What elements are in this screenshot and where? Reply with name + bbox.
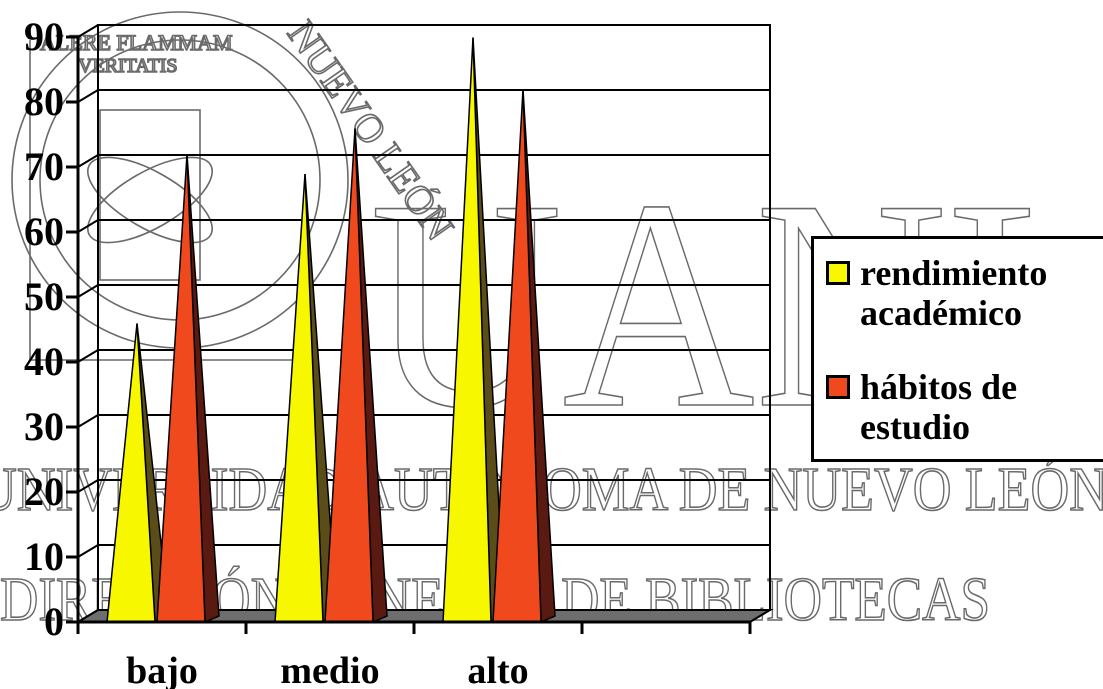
y-tick-label: 30 <box>24 404 64 449</box>
y-tick-label: 50 <box>24 274 64 319</box>
y-tick-label: 10 <box>24 534 64 579</box>
side-gridline <box>77 544 99 558</box>
side-gridline <box>77 89 99 103</box>
legend-item: rendimiento académico <box>826 253 1100 333</box>
y-tick-label: 90 <box>24 14 64 59</box>
y-tick-label: 70 <box>24 144 64 189</box>
legend: rendimiento académico hábitos de estudio <box>811 236 1103 462</box>
side-gridline <box>77 24 99 38</box>
side-gridline <box>77 479 99 493</box>
y-tick-label: 20 <box>24 469 64 514</box>
side-gridline <box>77 154 99 168</box>
y-axis: 0 10 20 30 40 50 60 70 80 90 <box>24 14 80 644</box>
side-gridline <box>77 414 99 428</box>
legend-label: rendimiento académico <box>860 253 1048 333</box>
data-marks <box>106 37 556 624</box>
x-axis: bajo medio alto <box>76 620 752 689</box>
side-gridline <box>77 219 99 233</box>
y-tick-label: 0 <box>44 599 64 644</box>
legend-label: hábitos de estudio <box>860 367 1018 447</box>
legend-swatch <box>826 375 850 399</box>
legend-item: hábitos de estudio <box>826 367 1100 447</box>
y-tick-label: 40 <box>24 339 64 384</box>
x-tick-label-bajo: bajo <box>126 650 198 689</box>
y-tick-label: 60 <box>24 209 64 254</box>
x-tick-label-medio: medio <box>280 650 379 689</box>
legend-swatch <box>826 261 850 285</box>
y-tick-label: 80 <box>24 79 64 124</box>
side-gridline <box>77 284 99 298</box>
side-gridline <box>77 349 99 363</box>
x-tick-label-alto: alto <box>467 650 528 689</box>
